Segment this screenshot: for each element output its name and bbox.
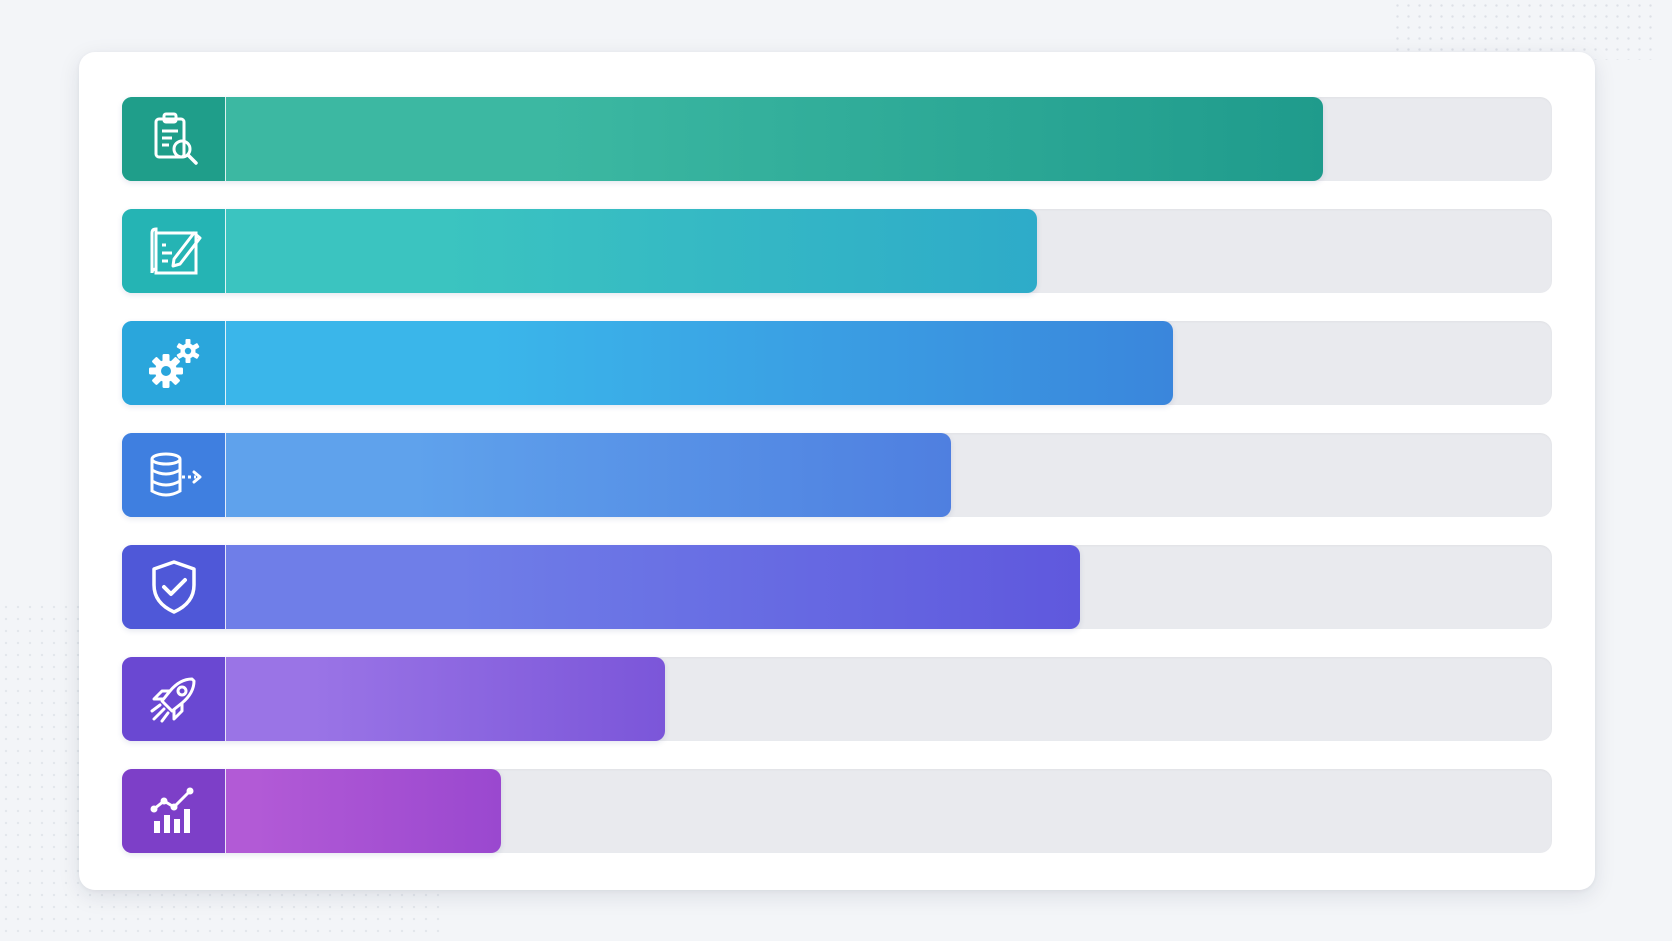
bar-icon-box [122,769,226,853]
bar-row [122,769,1552,853]
bar-row [122,321,1552,405]
blueprint-pencil-icon [150,227,201,275]
bar [122,433,952,517]
bar-icon-box [122,657,226,741]
bar-row [122,209,1552,293]
bar-icon-box [122,97,226,181]
bar [122,209,1038,293]
shield-check-icon [151,560,196,614]
rocket-icon [150,677,195,723]
gears-icon [148,339,199,388]
clipboard-search-icon [154,112,198,165]
background-dots [1392,0,1652,60]
bar [122,545,1081,629]
bar [122,97,1324,181]
bar-icon-box [122,545,226,629]
bar-icon-box [122,321,226,405]
bar-row [122,657,1552,741]
bar-icon-box [122,433,226,517]
bar-icon-box [122,209,226,293]
bar-row [122,97,1552,181]
bar-row [122,545,1552,629]
database-transfer-icon [150,452,201,497]
chart-card [79,52,1595,890]
bar-row [122,433,1552,517]
bar [122,321,1174,405]
growth-chart-icon [150,787,193,833]
